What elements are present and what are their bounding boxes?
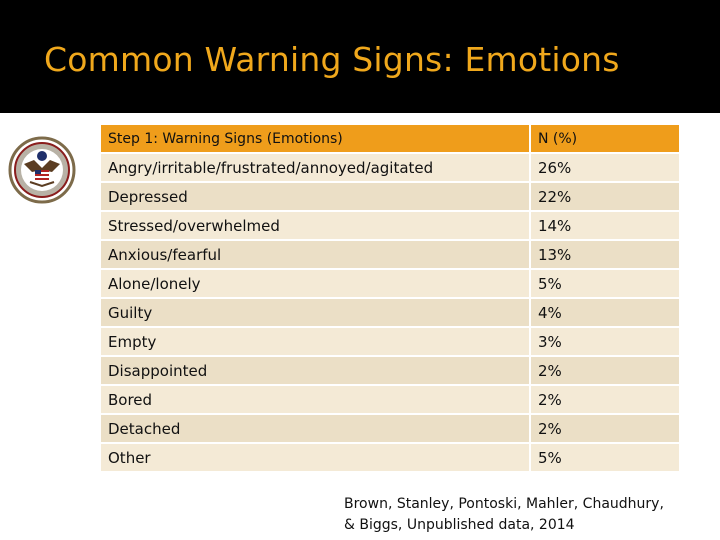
table-row: Guilty 4% <box>101 299 679 328</box>
row-pct: 3% <box>530 328 679 357</box>
warning-signs-table: Step 1: Warning Signs (Emotions) N (%) A… <box>101 125 679 473</box>
row-pct: 2% <box>530 415 679 444</box>
table-row: Other 5% <box>101 444 679 473</box>
row-sign: Disappointed <box>101 357 531 386</box>
citation-line-2: & Biggs, Unpublished data, 2014 <box>344 517 575 533</box>
header-n-percent: N (%) <box>530 125 679 154</box>
row-pct: 4% <box>530 299 679 328</box>
row-pct: 22% <box>530 183 679 212</box>
table-row: Disappointed 2% <box>101 357 679 386</box>
row-sign: Anxious/fearful <box>101 241 531 270</box>
row-pct: 2% <box>530 386 679 415</box>
table-header-row: Step 1: Warning Signs (Emotions) N (%) <box>101 125 679 154</box>
table-row: Anxious/fearful 13% <box>101 241 679 270</box>
row-sign: Guilty <box>101 299 531 328</box>
row-sign: Empty <box>101 328 531 357</box>
row-sign: Depressed <box>101 183 531 212</box>
title-bar <box>0 0 720 113</box>
row-pct: 26% <box>530 154 679 183</box>
slide-title: Common Warning Signs: Emotions <box>44 40 620 79</box>
row-pct: 14% <box>530 212 679 241</box>
table-row: Depressed 22% <box>101 183 679 212</box>
citation: Brown, Stanley, Pontoski, Mahler, Chaudh… <box>344 494 714 536</box>
department-seal-icon <box>8 136 76 204</box>
table-row: Alone/lonely 5% <box>101 270 679 299</box>
row-sign: Angry/irritable/frustrated/annoyed/agita… <box>101 154 531 183</box>
row-sign: Stressed/overwhelmed <box>101 212 531 241</box>
row-sign: Bored <box>101 386 531 415</box>
table-row: Empty 3% <box>101 328 679 357</box>
table-row: Detached 2% <box>101 415 679 444</box>
row-pct: 2% <box>530 357 679 386</box>
citation-line-1: Brown, Stanley, Pontoski, Mahler, Chaudh… <box>344 496 664 512</box>
header-warning-signs: Step 1: Warning Signs (Emotions) <box>101 125 531 154</box>
table-row: Bored 2% <box>101 386 679 415</box>
table-row: Angry/irritable/frustrated/annoyed/agita… <box>101 154 679 183</box>
table-row: Stressed/overwhelmed 14% <box>101 212 679 241</box>
row-pct: 5% <box>530 270 679 299</box>
row-pct: 13% <box>530 241 679 270</box>
row-sign: Alone/lonely <box>101 270 531 299</box>
row-sign: Detached <box>101 415 531 444</box>
row-pct: 5% <box>530 444 679 473</box>
row-sign: Other <box>101 444 531 473</box>
